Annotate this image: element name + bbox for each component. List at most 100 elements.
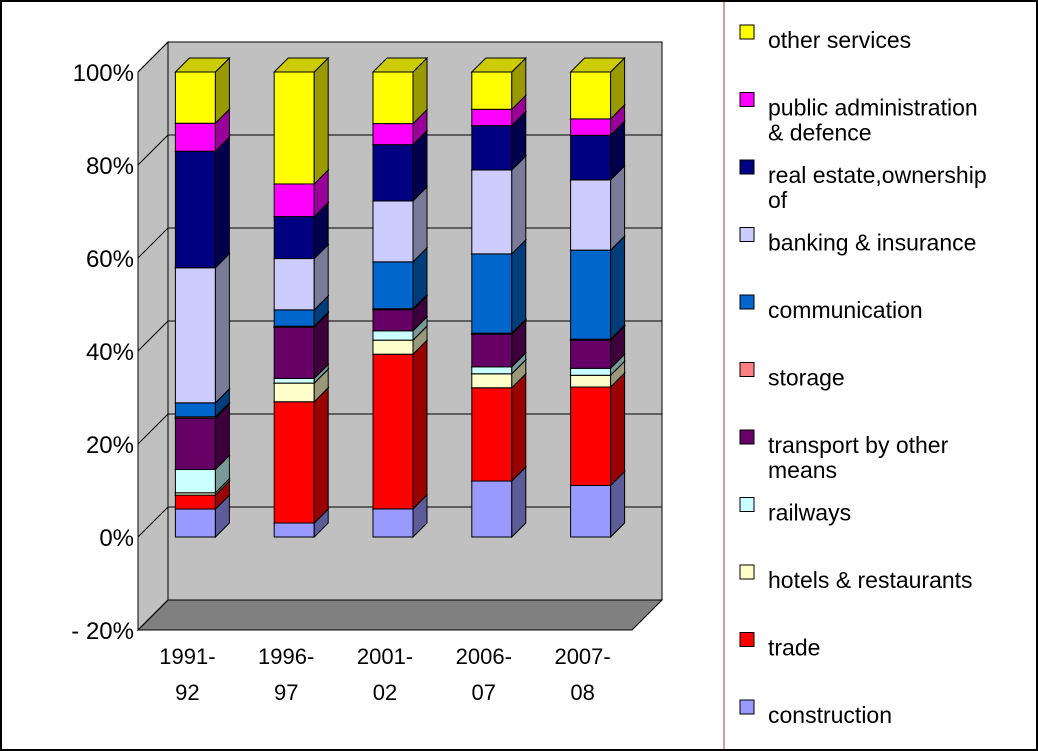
legend-label: storage: [768, 365, 845, 391]
legend-swatch: [739, 24, 755, 40]
legend-swatch: [739, 699, 755, 715]
legend-item: railways: [739, 497, 851, 526]
bar-segment-top: [470, 57, 528, 73]
bar-segment-front: [174, 71, 216, 124]
x-tick-label: 97: [274, 680, 298, 705]
x-tick-label: 2001-: [357, 644, 413, 669]
legend-label: & defence: [768, 120, 872, 146]
bar-segment-front: [174, 417, 216, 470]
legend-item: hotels & restaurants: [739, 564, 973, 593]
bar-segment-front: [273, 522, 315, 538]
legend-label: banking & insurance: [768, 230, 976, 256]
y-tick-label: 80%: [86, 153, 134, 180]
bar-segment-front: [174, 150, 216, 269]
x-tick-label: 07: [472, 680, 496, 705]
bar-segment-front: [570, 386, 612, 486]
bar-segment-front: [273, 216, 315, 260]
legend-label: means: [768, 457, 837, 483]
bar-segment-front: [471, 366, 513, 375]
x-tick-label: 08: [570, 680, 594, 705]
x-tick-label: 02: [373, 680, 397, 705]
legend-swatch: [739, 429, 755, 445]
bar-segment-front: [570, 374, 612, 388]
bar-segment: [174, 56, 231, 125]
legend-swatch: [739, 497, 755, 512]
gridline: [137, 41, 662, 73]
bar-segment-front: [570, 134, 612, 181]
bar-segment: [174, 252, 231, 405]
bar-segment-front: [273, 377, 315, 384]
bar-segment-front: [273, 258, 315, 311]
y-tick-label: 0%: [99, 525, 134, 552]
legend-label: public administration: [768, 95, 978, 121]
bar-segment: [371, 56, 429, 125]
bar-segment-side: [214, 136, 230, 269]
legend-swatch: [739, 362, 755, 377]
y-tick-label: - 20%: [71, 618, 134, 645]
y-tick-label: 40%: [86, 339, 134, 366]
bar-segment-side: [313, 56, 329, 186]
legend-label: transport by other: [768, 432, 949, 458]
legend-label: communication: [768, 297, 923, 323]
bar-segment-front: [174, 122, 216, 152]
floor: [136, 599, 664, 631]
bar-segment-side: [511, 238, 527, 335]
bar-segment-front: [471, 125, 513, 171]
x-tick-label: 92: [175, 680, 199, 705]
bar-segment: [272, 386, 330, 525]
bar-segment-front: [174, 267, 216, 404]
bar-segment-front: [273, 309, 315, 327]
bar-segment-front: [273, 382, 315, 403]
bar-segment-front: [471, 480, 513, 538]
legend-item: communication: [739, 294, 923, 323]
bar-segment-front: [372, 200, 414, 263]
bar-segment: [470, 154, 528, 256]
legend-swatch: [739, 294, 755, 310]
x-tick-label: 2007-: [554, 644, 610, 669]
legend-swatch: [739, 227, 755, 242]
x-tick-label: 2006-: [456, 644, 512, 669]
bar-segment-front: [174, 508, 216, 538]
bar-segment: [174, 136, 231, 269]
y-axis: - 20% 0% 20% 40% 60% 80% 100%: [71, 60, 134, 645]
gridline: [137, 599, 662, 631]
bar-segment-front: [372, 71, 414, 125]
legend-label: of: [768, 187, 788, 213]
bar-segment: [470, 372, 528, 483]
bar-segment-front: [273, 326, 315, 379]
bars: [174, 56, 626, 539]
bar-segment: [371, 338, 429, 511]
legend-item: public administration& defence: [739, 92, 978, 146]
bar-segment: [272, 56, 330, 186]
legend-item: storage: [739, 362, 845, 391]
bar-segment-top: [569, 57, 626, 73]
bar-segment-side: [610, 234, 626, 341]
bar-segment: [569, 234, 626, 341]
legend-item: other services: [739, 24, 911, 53]
bar-segment-front: [372, 144, 414, 202]
y-tick-label: 60%: [86, 246, 134, 273]
legend-swatch: [739, 632, 755, 647]
bar-segment-front: [570, 367, 612, 376]
bar-segment: [569, 371, 626, 487]
legend-label: railways: [768, 500, 851, 526]
x-tick-label: 1996-: [258, 644, 314, 669]
bar-segment-front: [570, 484, 612, 538]
legend-label: construction: [768, 702, 892, 728]
legend-label: hotels & restaurants: [768, 567, 973, 593]
legend-item: trade: [739, 632, 820, 661]
bar-segment-front: [570, 71, 612, 120]
legend: other services public administration& def…: [739, 24, 987, 728]
bar-segment-front: [174, 402, 216, 418]
x-axis: 1991- 92 1996- 97 2001- 02 2006- 07 2007- 08: [159, 644, 610, 705]
bar-segment-front: [174, 494, 216, 510]
legend-swatch: [739, 564, 755, 580]
bar-segment-side: [313, 386, 329, 525]
bar-segment-front: [372, 261, 414, 310]
bar-segment-side: [511, 154, 527, 256]
legend-label: trade: [768, 635, 820, 661]
bar-segment: [470, 56, 528, 111]
